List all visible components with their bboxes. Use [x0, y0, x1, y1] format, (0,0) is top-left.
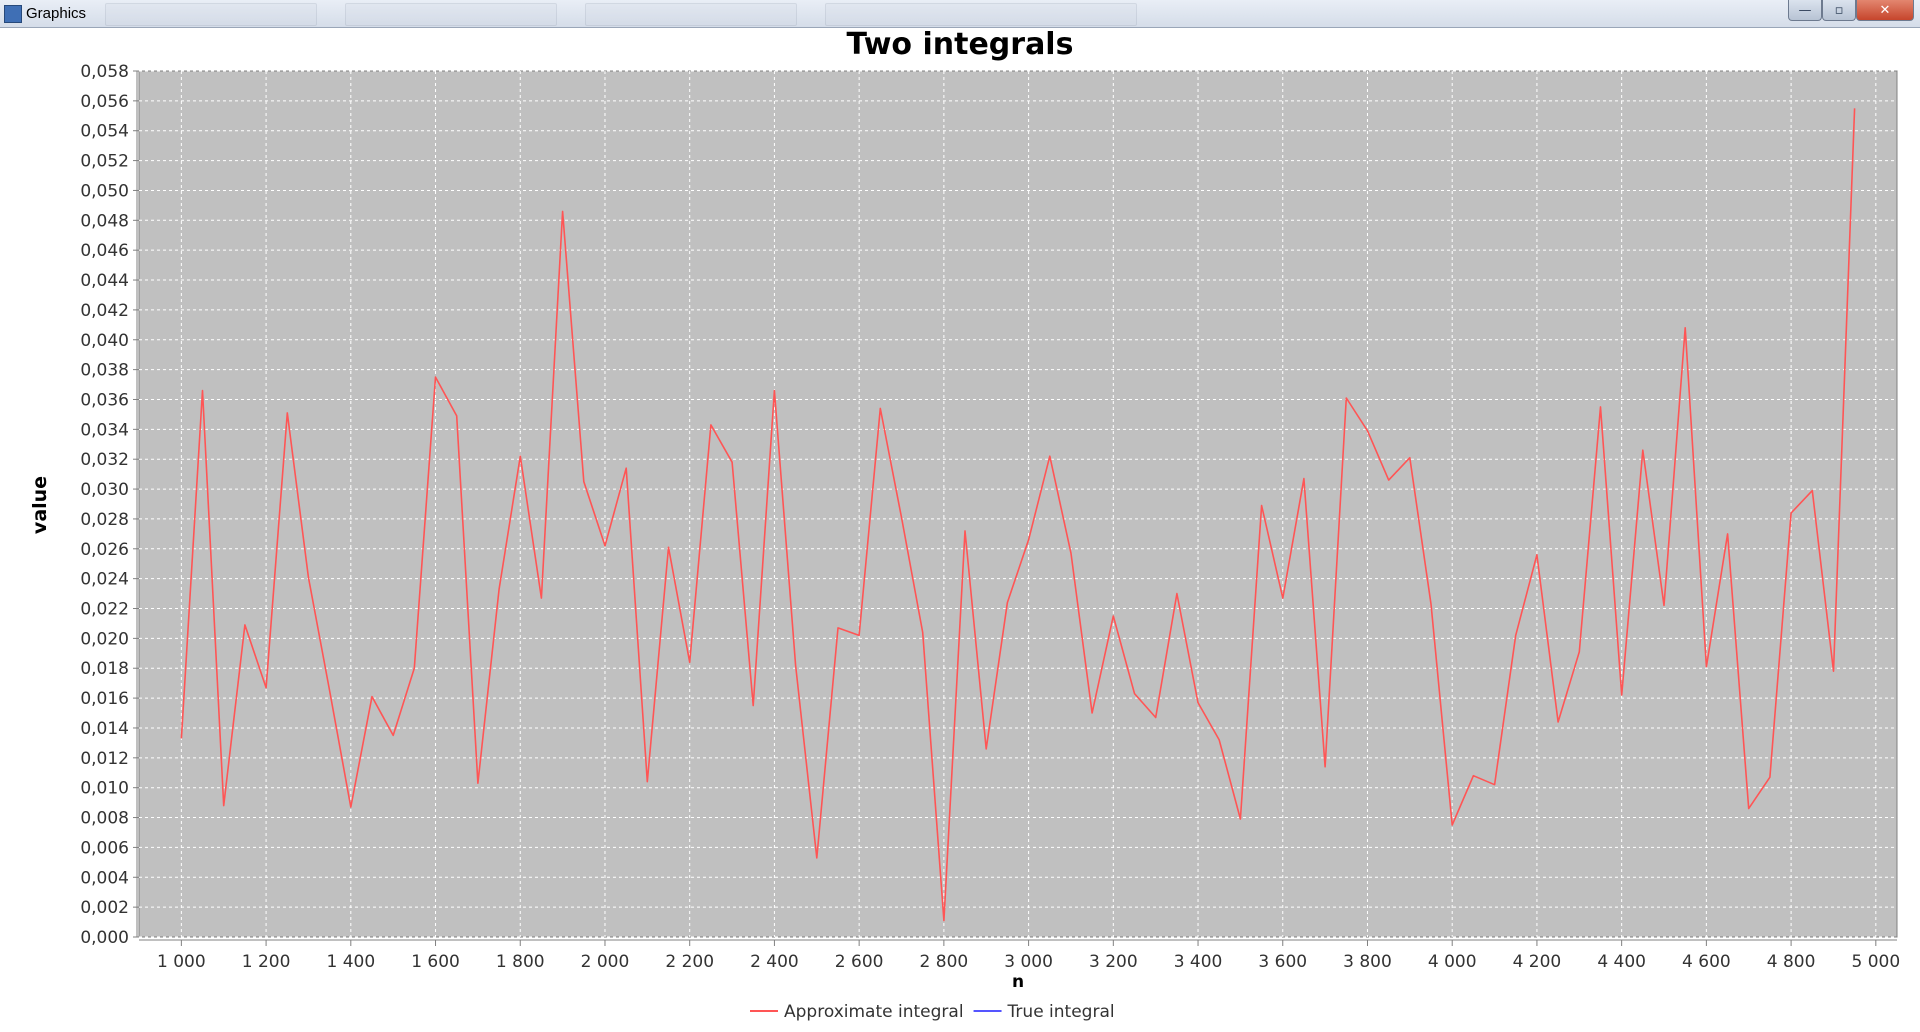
maximize-icon: ▫ [1834, 2, 1844, 18]
window-controls: — ▫ ✕ [1788, 0, 1914, 22]
x-tick-label: 2 200 [665, 952, 714, 972]
x-tick-label: 5 000 [1851, 952, 1900, 972]
minimize-icon: — [1798, 2, 1812, 18]
x-axis-label: n [1012, 972, 1024, 992]
y-tick-label: 0,014 [80, 719, 129, 739]
x-tick-label: 1 600 [411, 952, 460, 972]
y-tick-label: 0,012 [80, 749, 129, 769]
y-tick-label: 0,010 [80, 779, 129, 799]
ghost-tab [345, 3, 557, 26]
y-tick-label: 0,058 [80, 62, 129, 82]
y-tick-label: 0,002 [80, 898, 129, 918]
legend: Approximate integral True integral [750, 1002, 1115, 1022]
y-tick-label: 0,024 [80, 570, 129, 590]
y-tick-label: 0,006 [80, 838, 129, 858]
y-tick-label: 0,054 [80, 122, 129, 142]
x-tick-label: 1 000 [157, 952, 206, 972]
y-tick-label: 0,034 [80, 420, 129, 440]
y-axis-ticks: 0,000 0,002 0,004 0,006 0,008 0,010 0,012 0,014… [80, 62, 139, 948]
legend-label: Approximate integral [784, 1002, 964, 1022]
x-tick-label: 2 600 [835, 952, 884, 972]
close-button[interactable]: ✕ [1856, 0, 1914, 21]
y-tick-label: 0,036 [80, 390, 129, 410]
ghost-tab [105, 3, 317, 26]
axes [136, 71, 1897, 941]
x-tick-label: 3 000 [1004, 952, 1053, 972]
close-icon: ✕ [1879, 2, 1891, 18]
plot-area [138, 70, 1898, 938]
window-title: Graphics [26, 5, 87, 22]
series [180, 108, 1856, 922]
y-tick-label: 0,026 [80, 540, 129, 560]
x-tick-label: 4 600 [1682, 952, 1731, 972]
y-tick-label: 0,040 [80, 331, 129, 351]
ghost-tab [825, 3, 1137, 26]
y-tick-label: 0,020 [80, 629, 129, 649]
chart-title: Two integrals [847, 27, 1074, 62]
minimize-button[interactable]: — [1788, 0, 1822, 21]
x-tick-label: 3 600 [1258, 952, 1307, 972]
x-axis-ticks: 1 000 1 200 1 400 1 600 1 800 2 000 2 200 2 400… [157, 940, 1900, 972]
x-tick-label: 2 000 [581, 952, 630, 972]
y-tick-label: 0,044 [80, 271, 129, 291]
x-tick-label: 4 200 [1513, 952, 1562, 972]
y-tick-label: 0,022 [80, 600, 129, 620]
y-tick-label: 0,028 [80, 510, 129, 530]
y-tick-label: 0,050 [80, 181, 129, 201]
y-tick-label: 0,032 [80, 450, 129, 470]
y-tick-label: 0,056 [80, 92, 129, 112]
y-axis-label: value [29, 476, 51, 534]
y-tick-label: 0,008 [80, 809, 129, 829]
x-tick-label: 4 800 [1767, 952, 1816, 972]
x-tick-label: 1 400 [326, 952, 375, 972]
x-tick-label: 3 200 [1089, 952, 1138, 972]
y-tick-label: 0,038 [80, 361, 129, 381]
y-tick-label: 0,016 [80, 689, 129, 709]
x-tick-label: 1 800 [496, 952, 545, 972]
y-tick-label: 0,018 [80, 659, 129, 679]
window-titlebar[interactable]: Graphics — ▫ ✕ [0, 0, 1920, 28]
y-tick-label: 0,046 [80, 241, 129, 261]
chart-canvas: Two integrals 0,0000,0020,0040,0060,0080… [29, 27, 1900, 1022]
x-tick-label: 2 800 [920, 952, 969, 972]
background-window-tabs [95, 3, 1145, 26]
x-tick-label: 4 400 [1597, 952, 1646, 972]
y-tick-label: 0,042 [80, 301, 129, 321]
x-tick-label: 3 400 [1174, 952, 1223, 972]
y-tick-label: 0,000 [80, 928, 129, 948]
y-tick-label: 0,030 [80, 480, 129, 500]
java-app-icon [4, 5, 22, 23]
x-tick-label: 3 800 [1343, 952, 1392, 972]
ghost-tab [585, 3, 797, 26]
x-tick-label: 4 000 [1428, 952, 1477, 972]
y-tick-label: 0,052 [80, 152, 129, 172]
y-tick-label: 0,004 [80, 868, 129, 888]
legend-label: True integral [1007, 1002, 1115, 1022]
x-tick-label: 2 400 [750, 952, 799, 972]
series-line [180, 108, 1856, 922]
maximize-button[interactable]: ▫ [1822, 0, 1856, 21]
y-tick-label: 0,048 [80, 211, 129, 231]
x-tick-label: 1 200 [242, 952, 291, 972]
